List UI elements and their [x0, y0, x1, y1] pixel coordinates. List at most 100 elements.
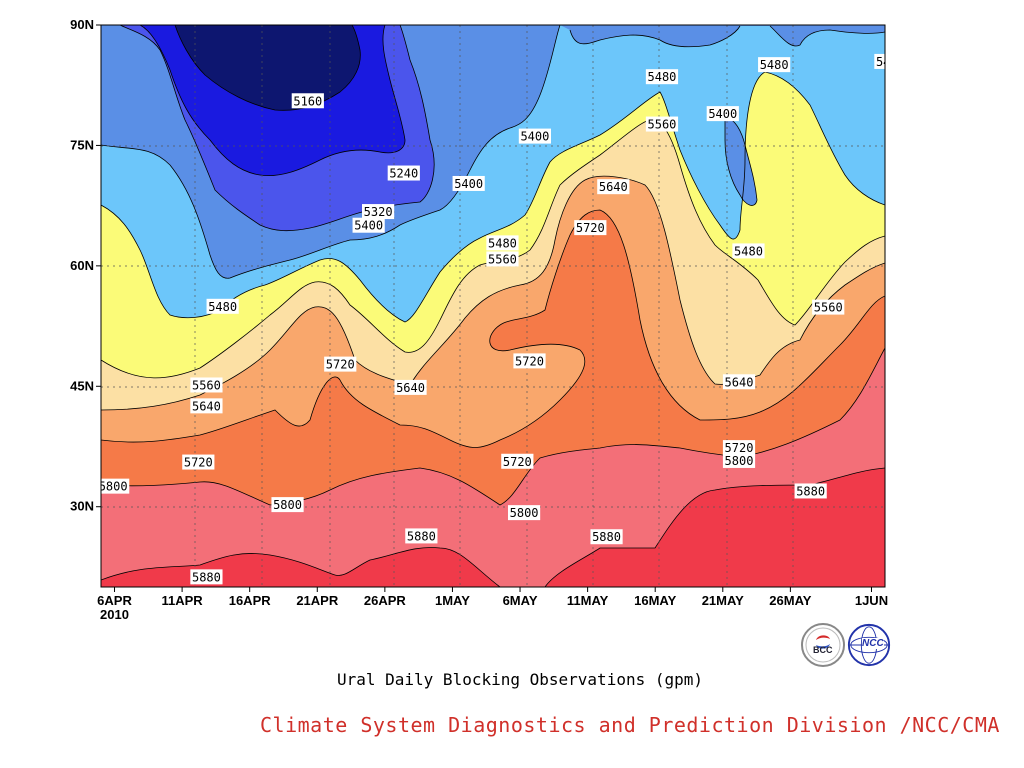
contour-label: 5560: [190, 377, 223, 393]
contour-label: 5480: [486, 235, 519, 251]
contour-label-text: 5720: [725, 441, 754, 455]
ncc-logo-text: NCC: [862, 638, 884, 649]
contour-label-text: 5880: [796, 484, 825, 498]
contour-label: 5400: [352, 217, 385, 233]
plot-frame: [100, 24, 886, 588]
contour-label: 5400: [706, 106, 739, 122]
contour-label-text: 5320: [364, 205, 393, 219]
contour-label-box: [190, 398, 223, 414]
contour-label: 5560: [486, 251, 519, 266]
contour-label-text: 5720: [326, 358, 355, 372]
contour-label-text: 5400: [354, 219, 383, 233]
contour-label-text: 5640: [396, 381, 425, 395]
contour-label-box: [645, 116, 679, 132]
contour-label-text: 5640: [725, 375, 754, 389]
contour-label: 5240: [387, 165, 420, 181]
x-tick-label: 1MAY: [435, 593, 470, 608]
contour-label-text: 5640: [599, 180, 628, 194]
x-tick-label: 26MAY: [769, 593, 811, 608]
contour-label-text: 5480: [760, 58, 789, 72]
x-tick-label: 11APR: [162, 593, 204, 608]
contour-label-box: [590, 529, 623, 545]
contour-label: 5160: [291, 93, 324, 109]
contour-label: 5720: [513, 353, 546, 369]
contour-label-box: [758, 57, 791, 73]
contour-label: 5560: [645, 116, 679, 132]
contour-label-text: 5720: [515, 354, 544, 368]
contour-label-text: 5400: [454, 177, 483, 191]
contour-label: 5400: [518, 128, 552, 144]
contour-label-text: 5800: [273, 498, 302, 512]
contour-label-text: 5160: [293, 94, 322, 108]
contour-label-text: 5480: [648, 70, 677, 84]
x-tick-label: 21APR: [296, 593, 339, 608]
contour-label-box: [513, 353, 546, 369]
contour-label-text: 5880: [192, 570, 221, 584]
contour-label-text: 5800: [99, 480, 128, 494]
contour-label: 5480: [732, 243, 765, 259]
contour-label-box: [324, 356, 357, 372]
contour-label: 5640: [190, 398, 223, 414]
y-tick-label: 90N: [70, 17, 94, 32]
x-tick-label: 6MAY: [503, 593, 538, 608]
contour-label-text: 5640: [192, 399, 221, 413]
contour-label: 5720: [722, 440, 756, 456]
y-tick-label: 75N: [70, 137, 94, 152]
contour-label-text: 5800: [725, 454, 754, 468]
y-tick-label: 30N: [70, 499, 94, 514]
contour-label-box: [507, 505, 541, 521]
fill-below-5160: [175, 25, 361, 111]
contour-label: 5320: [362, 204, 395, 220]
contour-label-text: 5720: [576, 221, 605, 235]
contour-label-box: [291, 93, 324, 109]
contour-label: 5880: [190, 569, 223, 585]
contour-label-text: 5400: [876, 55, 905, 69]
contour-label: 5480: [645, 69, 679, 85]
contour-label-box: [874, 53, 885, 69]
contour-label-box: [722, 440, 756, 456]
contour-label-box: [190, 377, 223, 393]
contour-label-box: [812, 299, 845, 315]
contour-label: 5800: [722, 452, 756, 468]
contour-label-text: 5560: [488, 252, 517, 266]
contour-label: 5800: [507, 505, 541, 521]
contour-label-text: 5240: [389, 167, 418, 181]
contour-label: 5560: [812, 299, 845, 315]
contour-label-text: 5560: [648, 118, 677, 132]
contour-label-text: 5480: [488, 236, 517, 250]
contour-label-box: [271, 497, 304, 513]
contour-label: 5720: [501, 453, 534, 469]
plot-area: 5160524053205400540054005400540054805480…: [99, 25, 905, 587]
contour-label-text: 5880: [592, 530, 621, 544]
y-tick-label: 60N: [70, 258, 94, 273]
contour-label-text: 5880: [407, 529, 436, 543]
contour-label-box: [732, 243, 765, 259]
x-tick-label: 16APR: [229, 593, 272, 608]
contour-label-box: [501, 453, 534, 469]
x-tick-label: 11MAY: [567, 593, 609, 608]
contour-label-text: 5400: [520, 130, 549, 144]
contour-label: 5400: [874, 53, 905, 69]
contour-label-box: [101, 478, 130, 494]
contour-label-box: [387, 165, 420, 181]
contour-label-box: [182, 454, 215, 470]
contour-label: 5480: [758, 57, 791, 73]
contour-label-box: [706, 106, 739, 122]
chart-title: Ural Daily Blocking Observations (gpm): [336, 670, 704, 689]
x-tick-label: 1JUN: [855, 593, 888, 608]
contour-label: 5720: [182, 454, 215, 470]
contour-label-box: [452, 175, 485, 191]
contour-label-box: [394, 379, 427, 395]
contour-label-text: 5720: [184, 456, 213, 470]
contour-label: 5480: [206, 298, 239, 314]
contour-label: 5720: [574, 220, 607, 236]
contour-label-box: [722, 374, 756, 390]
x-tick-year-label: 2010: [100, 607, 129, 622]
contour-label-box: [574, 220, 607, 236]
contour-label-text: 5800: [510, 506, 539, 520]
x-tick-label: 21MAY: [702, 593, 744, 608]
contour-label: 5880: [590, 529, 623, 545]
contour-label-text: 5480: [208, 300, 237, 314]
